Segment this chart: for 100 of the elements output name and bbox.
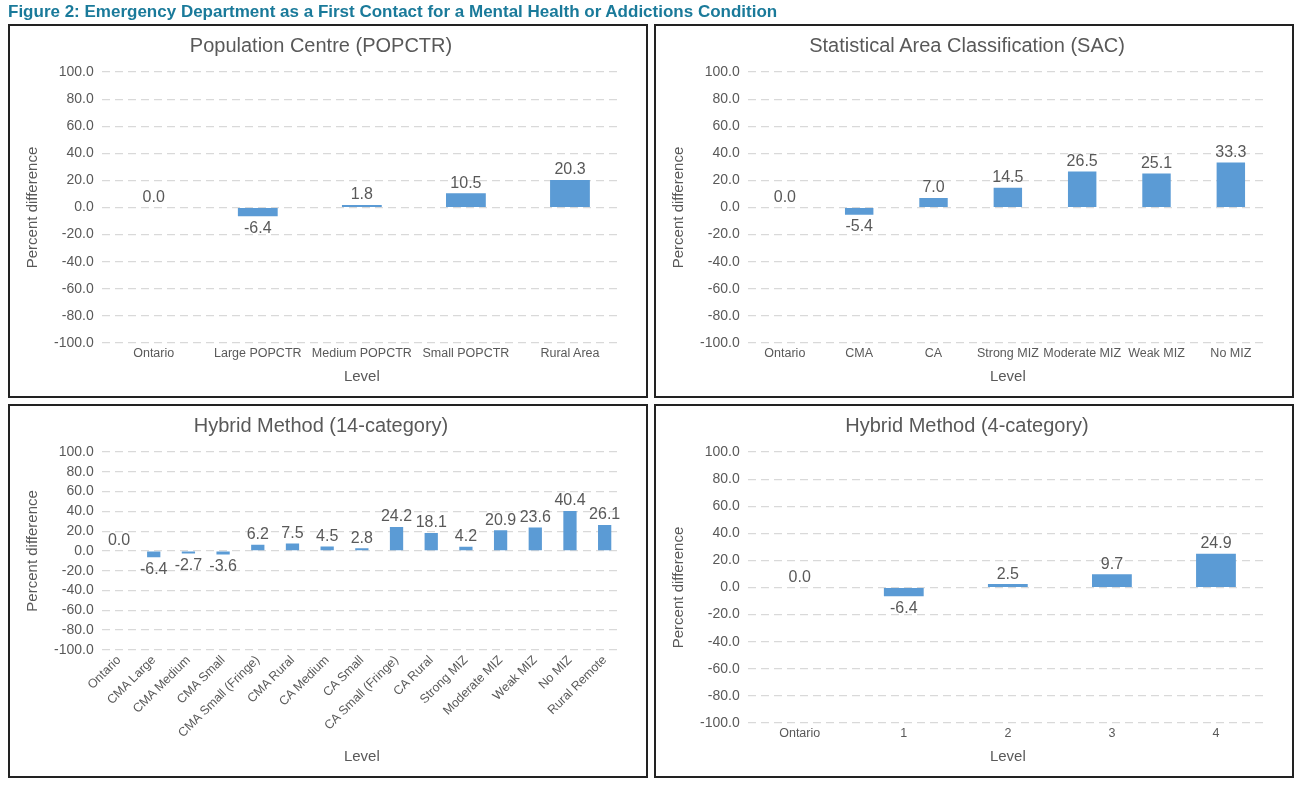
y-tick-label: -100.0 xyxy=(53,640,94,657)
x-tick-label: Ontario xyxy=(764,345,806,360)
x-tick-label: 4 xyxy=(1212,725,1220,740)
y-axis-title: Percent difference xyxy=(23,490,41,612)
y-tick-label: -60.0 xyxy=(707,659,740,676)
x-tick-label: Ontario xyxy=(779,725,821,740)
y-tick-label: 60.0 xyxy=(712,497,740,514)
data-label: 7.5 xyxy=(281,523,304,541)
y-tick-label: -80.0 xyxy=(61,306,94,323)
data-label: 10.5 xyxy=(450,173,482,191)
data-label: 25.1 xyxy=(1140,153,1173,171)
bar xyxy=(389,526,404,551)
y-tick-label: 60.0 xyxy=(66,482,94,499)
x-axis-title: Level xyxy=(343,367,380,385)
y-tick-label: -40.0 xyxy=(707,252,740,269)
x-tick-label: Rural Area xyxy=(540,345,600,360)
bar xyxy=(147,551,161,558)
chart-title: Hybrid Method (4-category) xyxy=(845,413,1089,436)
x-tick-label: Large POPCTR xyxy=(214,345,302,360)
bar xyxy=(993,187,1023,207)
caption: Figure 2: Emergency Department as a First Contact for a Mental Health or Addictions Condition xyxy=(8,2,779,22)
y-tick-label: 100.0 xyxy=(704,442,740,459)
data-label: 0.0 xyxy=(107,531,131,549)
y-tick-label: -100.0 xyxy=(699,333,740,350)
bar xyxy=(919,198,948,207)
data-label: -6.4 xyxy=(139,559,168,577)
x-tick-label: Moderate MIZ xyxy=(1043,345,1122,360)
y-tick-label: -80.0 xyxy=(707,306,740,323)
data-label: 0.0 xyxy=(788,567,811,585)
bar xyxy=(320,546,334,551)
x-axis-title: Level xyxy=(989,747,1026,765)
y-tick-label: 60.0 xyxy=(712,117,740,134)
y-tick-label: 20.0 xyxy=(712,171,740,188)
y-tick-label: 80.0 xyxy=(712,89,740,106)
x-tick-label: No MIZ xyxy=(1210,345,1252,360)
bar xyxy=(598,525,612,551)
y-tick-label: -80.0 xyxy=(707,686,740,703)
x-tick-label: Weak MIZ xyxy=(1128,345,1186,360)
x-tick-label: Strong MIZ xyxy=(976,345,1040,360)
data-label: 24.2 xyxy=(380,507,413,525)
data-label: 26.1 xyxy=(589,505,621,523)
bar xyxy=(1216,162,1246,207)
x-tick-label: 3 xyxy=(1108,725,1116,740)
bar xyxy=(181,551,196,554)
y-tick-label: -20.0 xyxy=(61,561,94,578)
y-tick-label: 100.0 xyxy=(704,62,740,79)
data-label: 1.8 xyxy=(350,185,374,203)
y-tick-label: 100.0 xyxy=(58,62,94,79)
data-label: 18.1 xyxy=(415,513,447,531)
bar xyxy=(1067,171,1097,207)
data-label: -2.7 xyxy=(174,555,203,573)
x-tick-label: CA xyxy=(924,345,943,360)
data-label: -5.4 xyxy=(845,217,874,235)
data-label: 40.4 xyxy=(554,491,586,509)
y-tick-label: -20.0 xyxy=(61,225,94,242)
data-label: 20.3 xyxy=(554,160,586,178)
x-tick-label: Ontario xyxy=(133,345,175,360)
data-label: -6.4 xyxy=(244,218,272,236)
x-tick-label: CMA xyxy=(845,345,874,360)
y-tick-label: 20.0 xyxy=(712,551,740,568)
data-label: -6.4 xyxy=(890,598,918,616)
x-tick-label: 2 xyxy=(1004,725,1012,740)
x-tick-label: Small POPCTR xyxy=(422,345,510,360)
data-label: -3.6 xyxy=(209,556,237,574)
data-label: 24.9 xyxy=(1200,534,1232,552)
data-label: 14.5 xyxy=(992,168,1024,186)
bar xyxy=(528,527,542,551)
bar xyxy=(844,208,874,215)
data-label: 23.6 xyxy=(519,507,551,525)
bar xyxy=(355,548,369,551)
data-label: 33.3 xyxy=(1215,142,1247,160)
data-label: 4.5 xyxy=(316,526,339,544)
data-label: 20.9 xyxy=(485,510,517,528)
data-label: 26.5 xyxy=(1066,152,1098,169)
y-axis-title: Percent difference xyxy=(669,146,687,269)
y-tick-label: 60.0 xyxy=(66,117,94,134)
y-tick-label: -100.0 xyxy=(699,713,740,730)
y-tick-label: 0.0 xyxy=(74,198,94,215)
y-tick-label: -60.0 xyxy=(707,279,740,296)
x-axis-title: Level xyxy=(343,747,380,765)
bar xyxy=(216,551,230,555)
y-tick-label: 0.0 xyxy=(74,541,94,558)
y-tick-label: 20.0 xyxy=(66,171,94,188)
data-label: 9.7 xyxy=(1100,554,1124,572)
y-tick-label: 80.0 xyxy=(66,462,94,479)
y-tick-label: -40.0 xyxy=(61,252,94,269)
y-tick-label: -20.0 xyxy=(707,605,740,622)
y-tick-label: 40.0 xyxy=(712,524,740,541)
y-tick-label: -80.0 xyxy=(61,620,94,637)
bar xyxy=(424,533,438,551)
y-tick-label: 0.0 xyxy=(720,578,740,595)
data-label: 0.0 xyxy=(142,187,165,205)
x-tick-label: 1 xyxy=(900,725,908,740)
y-tick-label: -20.0 xyxy=(707,225,740,242)
data-label: 2.8 xyxy=(350,528,374,546)
y-tick-label: -60.0 xyxy=(61,279,94,296)
y-tick-label: 100.0 xyxy=(58,442,94,459)
y-axis-title: Percent difference xyxy=(23,146,41,269)
y-tick-label: 80.0 xyxy=(66,89,94,106)
data-label: 0.0 xyxy=(773,187,797,205)
